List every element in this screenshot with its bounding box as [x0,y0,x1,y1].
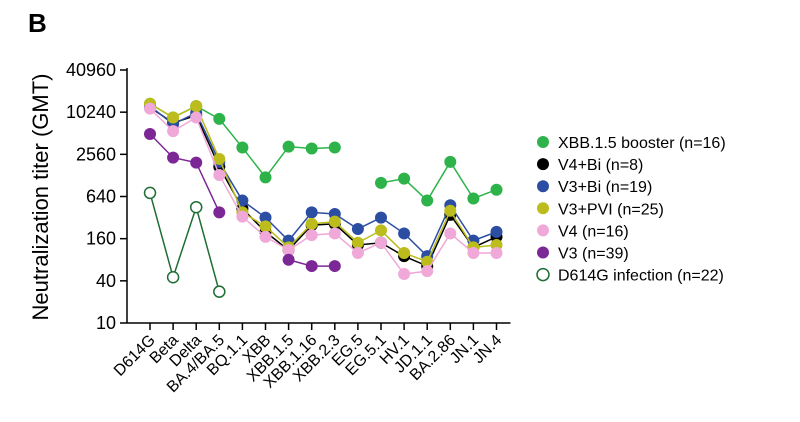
data-point [190,156,203,169]
legend-label: XBB.1.5 booster (n=16) [558,135,726,152]
data-point [305,260,318,273]
data-point [351,246,364,259]
data-point [305,217,318,230]
data-point [213,285,226,298]
y-tick-label: 2560 [76,144,116,164]
data-point [167,111,180,124]
data-point [189,200,203,214]
data-point [259,220,272,233]
data-point [398,268,411,281]
y-tick-label: 640 [86,187,116,207]
y-tick-label: 40960 [66,60,116,80]
data-point [490,183,503,196]
data-point [351,222,364,235]
legend-marker [537,136,549,148]
data-point [143,186,157,200]
series-line [149,108,497,275]
data-point [398,172,411,185]
data-point [328,227,341,240]
data-point [144,127,156,140]
legend-label: V3+Bi (n=19) [558,179,652,196]
data-point [328,260,341,273]
legend-marker [537,246,549,259]
data-point [305,142,318,155]
data-point [236,210,249,223]
legend-label: V3 (n=39) [558,246,629,263]
data-point [213,206,226,219]
series-line [380,160,497,202]
legend-label: V3+PVI (n=25) [558,201,664,218]
y-tick-label: 10240 [66,102,116,122]
y-tick-label: 40 [96,271,116,291]
series-line [149,106,497,268]
series-4 [144,102,503,281]
data-point [444,227,457,240]
legend-marker [537,202,549,215]
series-line [149,105,497,258]
series-line [149,133,220,213]
series-1 [144,101,503,273]
data-point [305,229,318,242]
y-ticks: 10 40 160 640 2560 10240 40960 [66,60,127,333]
data-point [282,244,295,257]
data-point [467,246,480,259]
data-point [282,140,295,153]
legend-marker [537,158,549,171]
data-point [213,112,226,125]
data-point [421,255,434,268]
data-point [190,111,203,124]
data-point [398,227,411,240]
legend: XBB.1.5 booster (n=16) V4+Bi (n=8) V3+Bi (… [536,135,726,285]
x-ticks: D614GBetaDeltaBA.4/BA.5BQ.1.1XBBXBB.1.5X… [111,323,505,396]
panel-letter: B [28,8,47,38]
data-point [375,211,387,224]
data-point [190,100,203,113]
data-point [490,246,503,259]
data-point [236,141,249,154]
data-point [328,141,341,154]
series-line [149,103,497,263]
series-layer [143,97,503,298]
data-point [375,236,387,249]
data-point [467,192,480,205]
legend-label: V4 (n=16) [558,223,629,240]
data-point [421,194,434,207]
legend-marker [536,267,550,282]
data-point [259,171,272,184]
data-point [398,246,411,259]
data-point [259,211,272,224]
series-6 [143,186,226,298]
data-point [328,215,341,228]
y-tick-label: 160 [86,229,116,249]
y-axis-label: Neutralization titer (GMT) [28,74,53,321]
y-axis-label-group: Neutralization titer (GMT) [28,74,53,321]
data-point [421,265,434,278]
legend-marker [537,224,549,237]
y-tick-label: 10 [96,313,116,333]
data-point [213,168,226,181]
legend-label: D614G infection (n=22) [558,268,724,285]
data-point [490,225,503,238]
series-5 [144,127,341,273]
data-point [444,155,457,168]
data-point [144,102,156,115]
data-point [375,176,387,189]
data-point [236,194,249,207]
data-point [213,152,226,165]
axes [126,68,511,324]
data-point [282,253,295,266]
legend-label: V4+Bi (n=8) [558,157,643,174]
legend-marker [537,180,549,193]
data-point [351,236,364,249]
data-point [375,224,387,237]
data-point [305,206,318,219]
data-point [167,125,180,138]
data-point [166,271,180,284]
data-point [259,230,272,243]
data-point [444,204,457,217]
series-line [149,192,221,292]
data-point [167,151,180,164]
